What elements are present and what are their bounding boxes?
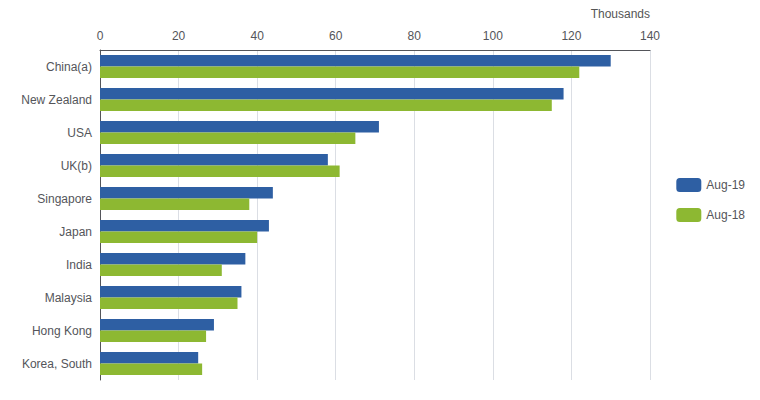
svg-text:India: India [66,258,92,272]
svg-text:80: 80 [408,29,422,43]
svg-text:USA: USA [67,126,92,140]
svg-text:Malaysia: Malaysia [45,291,93,305]
svg-text:100: 100 [483,29,503,43]
svg-text:120: 120 [561,29,581,43]
svg-text:Hong Kong: Hong Kong [32,324,92,338]
svg-text:UK(b): UK(b) [61,159,92,173]
svg-text:40: 40 [250,29,264,43]
svg-text:20: 20 [172,29,186,43]
svg-text:Singapore: Singapore [37,192,92,206]
svg-text:0: 0 [97,29,104,43]
svg-text:60: 60 [329,29,343,43]
svg-text:New Zealand: New Zealand [21,93,92,107]
svg-text:Aug-19: Aug-19 [706,178,745,192]
svg-text:Thousands: Thousands [591,7,650,21]
svg-text:Japan: Japan [59,225,92,239]
svg-text:140: 140 [640,29,660,43]
svg-text:Aug-18: Aug-18 [706,208,745,222]
svg-text:China(a): China(a) [46,60,92,74]
svg-text:Korea, South: Korea, South [22,357,92,371]
